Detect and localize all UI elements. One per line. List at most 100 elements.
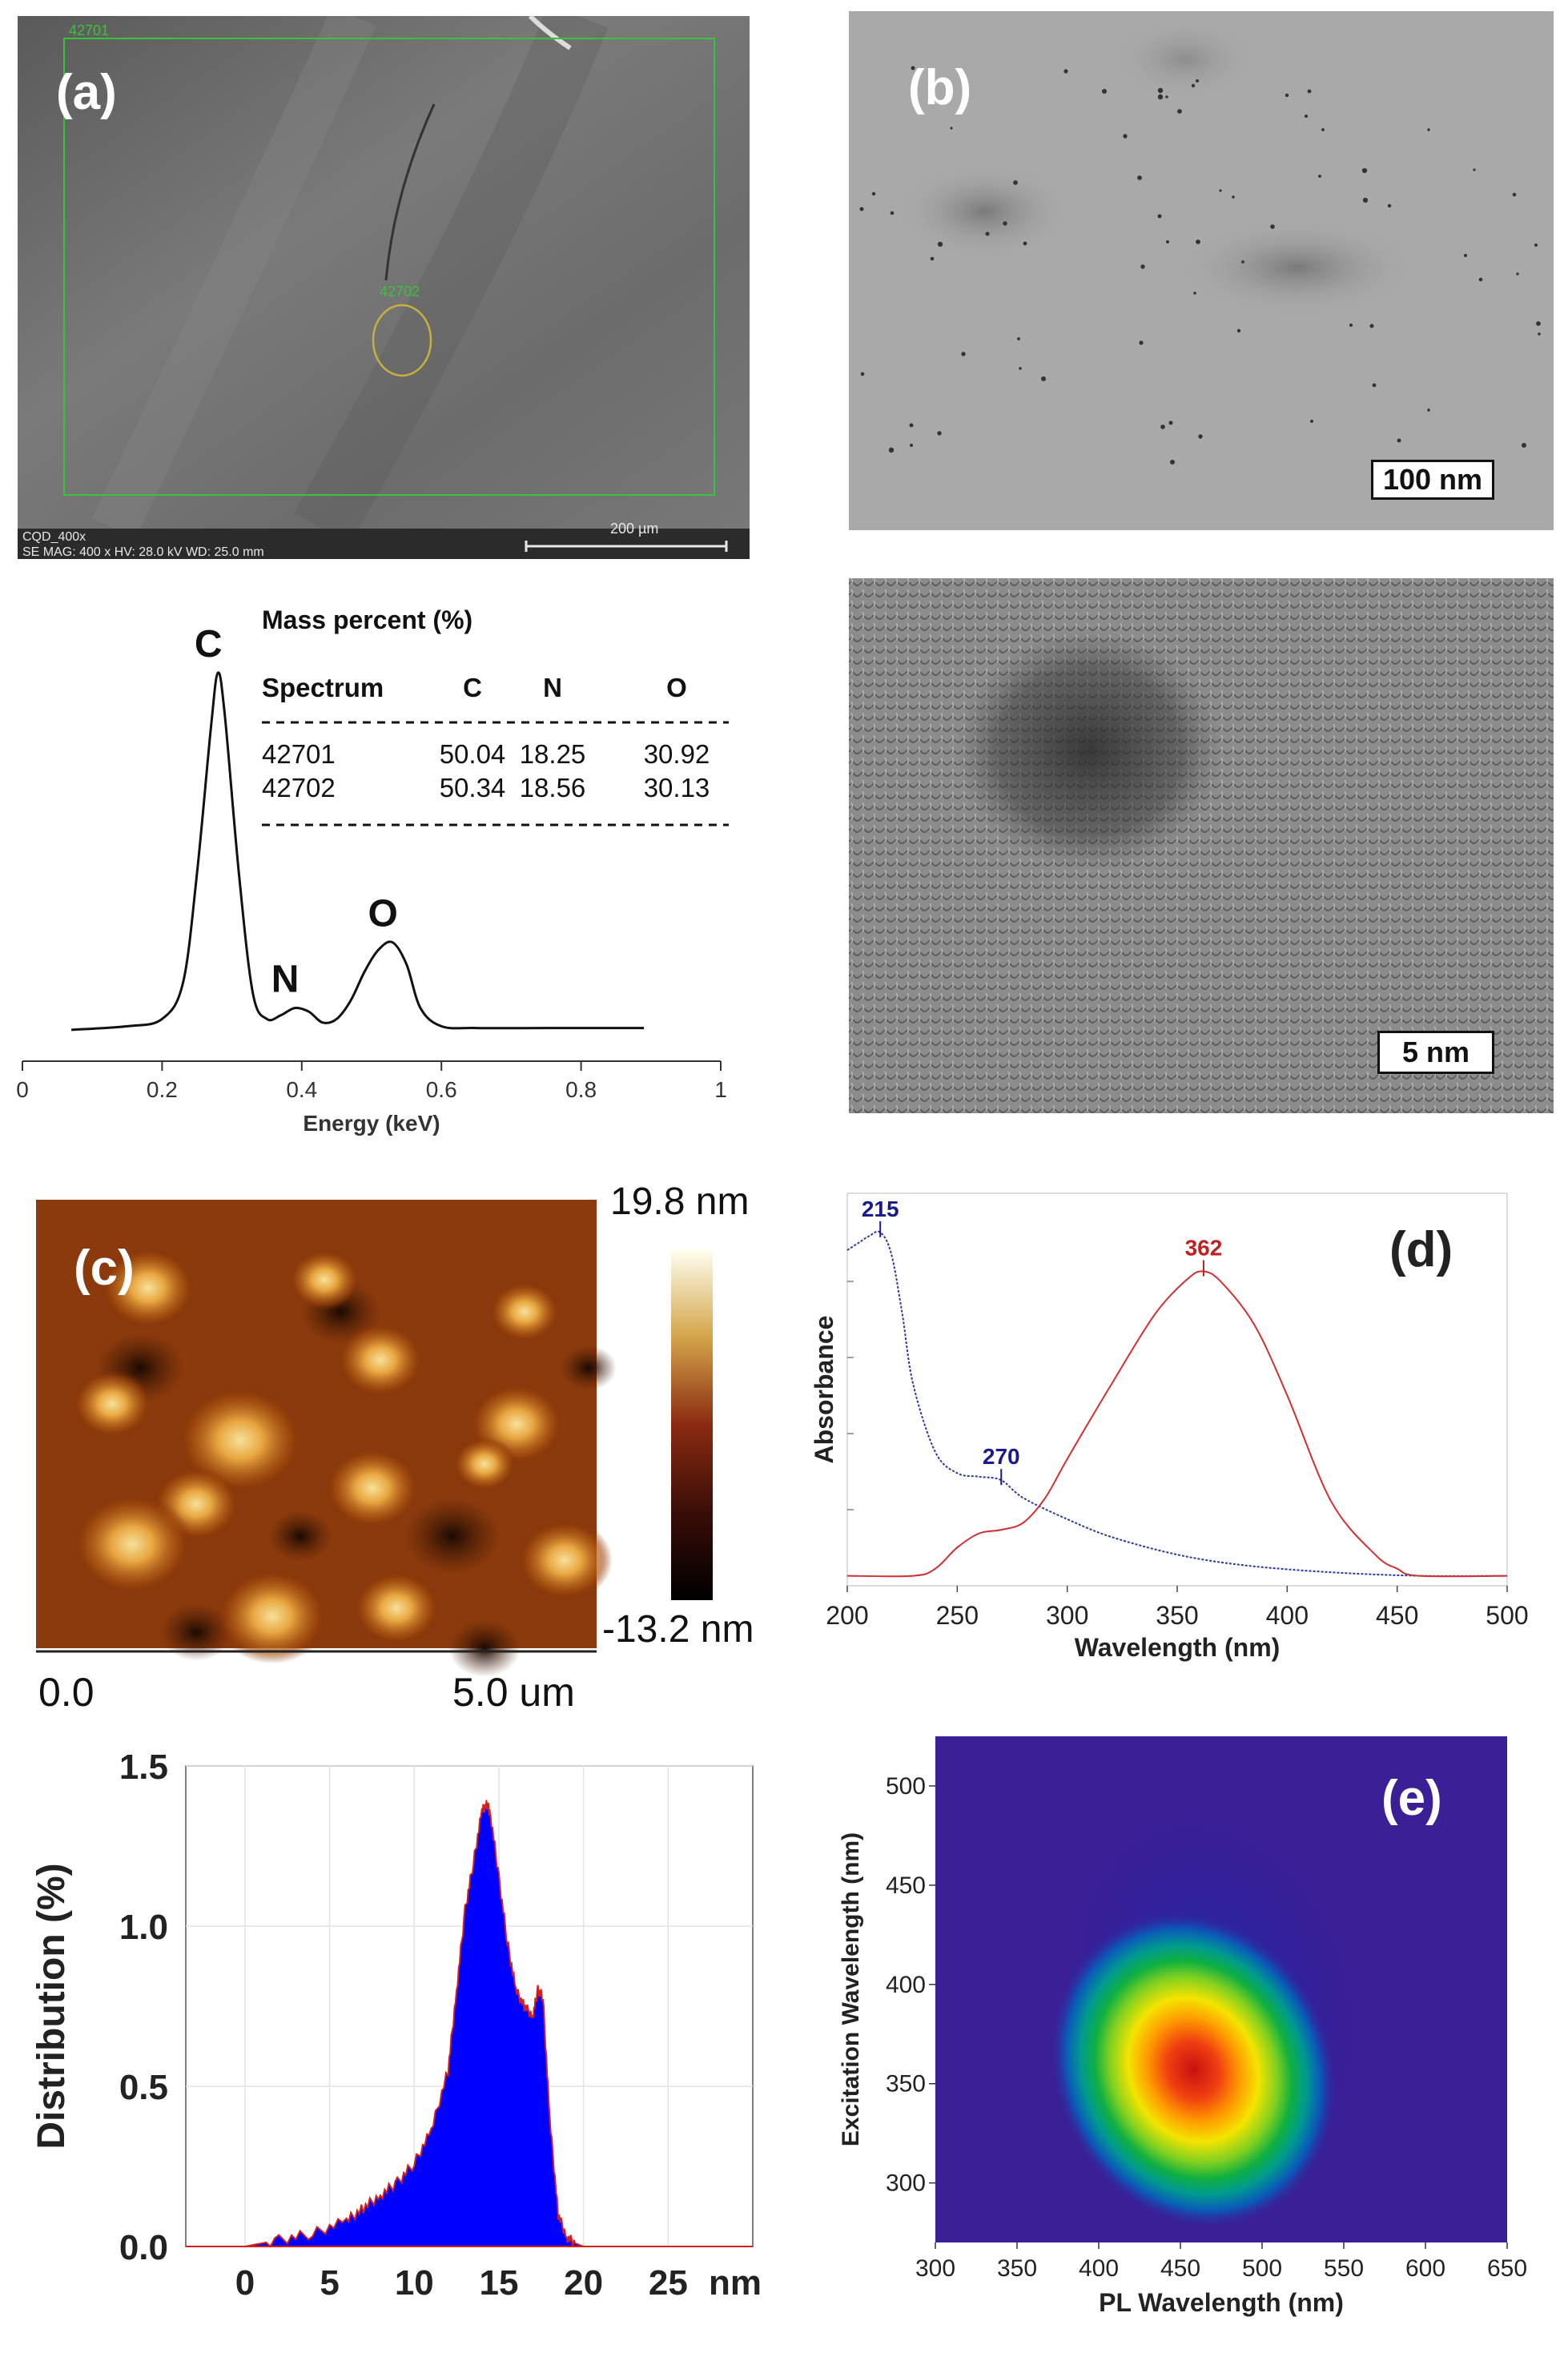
uv-peak-label: 270 xyxy=(983,1444,1020,1469)
nanoparticle-dot xyxy=(1538,332,1541,336)
region-label-2: 42702 xyxy=(380,284,420,300)
nanoparticle-dot xyxy=(1310,420,1313,423)
eds-table-cell: 42702 xyxy=(262,773,336,802)
nanoparticle-dot xyxy=(909,423,914,428)
uv-absorbance-line-blue xyxy=(846,1230,1508,1577)
nanoparticle-dot xyxy=(1196,79,1199,82)
pl-x-tick-label: 350 xyxy=(997,2255,1037,2282)
nanoparticle-dot xyxy=(1137,175,1142,180)
dls-y-axis-title: Distribution (%) xyxy=(30,1863,73,2149)
pl-y-axis-title: Excitation Wavelength (nm) xyxy=(838,1832,864,2146)
nanoparticle-dot xyxy=(1321,128,1325,131)
dls-x-unit: nm xyxy=(709,2263,762,2303)
eds-x-tick-label: 0.6 xyxy=(426,1077,457,1102)
eds-table-cell: 50.04 xyxy=(440,739,506,769)
nanoparticle-dot xyxy=(1387,203,1392,208)
eds-table-cell: 30.13 xyxy=(644,773,710,802)
tem-scale-bottom: 5 nm xyxy=(1377,1031,1494,1074)
afm-protrusion xyxy=(176,1386,304,1494)
nanoparticle-dot xyxy=(1397,438,1401,443)
eds-table-cell: 18.25 xyxy=(520,739,586,769)
eds-table-header: C xyxy=(463,673,482,702)
eds-table-cell: 18.56 xyxy=(520,773,586,802)
nanoparticle-dot xyxy=(1372,383,1377,388)
afm-colorbar xyxy=(671,1249,713,1600)
pl-x-tick-label: 300 xyxy=(915,2255,955,2282)
uv-x-tick-label: 400 xyxy=(1266,1601,1309,1630)
panel-label-d: (d) xyxy=(1389,1222,1453,1277)
nanoparticle-dot xyxy=(1003,221,1007,226)
eds-spectrum-line xyxy=(70,671,645,1032)
afm-protrusion xyxy=(336,1322,424,1398)
nanoparticle-dot xyxy=(860,372,865,376)
nanoparticle-dot xyxy=(1464,254,1467,257)
nanoparticle-dot xyxy=(1165,95,1168,99)
afm-protrusion xyxy=(100,1247,196,1329)
pl-map-chart: 300 350 400 450 500 550 600 650 PL Wavelength (n… xyxy=(838,1736,1527,2317)
eds-table-header: Spectrum xyxy=(262,673,384,702)
afm-protrusion xyxy=(352,1571,440,1646)
pl-x-tick-label: 400 xyxy=(1079,2255,1119,2282)
nanoparticle-dot xyxy=(1219,189,1222,192)
nanoparticle-dot xyxy=(1349,324,1353,327)
dls-y-tick-label: 0.5 xyxy=(119,2068,168,2107)
afm-depression xyxy=(561,1345,617,1390)
pl-x-tick-label: 600 xyxy=(1405,2255,1445,2282)
nanoparticle-dot xyxy=(1157,87,1164,94)
uv-x-tick-label: 450 xyxy=(1376,1601,1418,1630)
afm-axis-start: 0.0 xyxy=(38,1670,94,1715)
afm-depression xyxy=(160,1603,232,1661)
nanoparticle-dot xyxy=(950,127,953,130)
pl-y-tick-label: 450 xyxy=(886,1872,926,1899)
afm-depression xyxy=(404,1498,501,1575)
panel-label-c: (c) xyxy=(74,1241,135,1296)
afm-depression xyxy=(268,1510,332,1562)
nanoparticle-dot xyxy=(1534,243,1538,247)
nanoparticle-dot xyxy=(1232,195,1235,199)
afm-depression xyxy=(448,1619,521,1677)
nanoparticle-dot xyxy=(1140,264,1145,269)
afm-protrusion xyxy=(324,1447,420,1529)
sem-image-panel: 42701 42702 CQD_400x SE MAG: 400 x HV: 2… xyxy=(18,16,750,559)
nanoparticle-dot xyxy=(910,444,913,447)
dls-x-tick-label: 25 xyxy=(649,2263,688,2303)
sem-footer-params: SE MAG: 400 x HV: 28.0 kV WD: 25.0 mm xyxy=(22,545,264,559)
nanoparticle-dot xyxy=(911,66,915,70)
nanoparticle-dot xyxy=(1023,241,1027,246)
pl-x-axis-title: PL Wavelength (nm) xyxy=(1099,2288,1344,2317)
pl-y-tick-label: 400 xyxy=(886,1972,926,1998)
nanoparticle-dot xyxy=(1473,168,1476,171)
panel-label-a: (a) xyxy=(56,65,117,120)
eds-x-tick-label: 0.2 xyxy=(147,1077,178,1102)
nanoparticle-dot xyxy=(1236,328,1241,333)
nanoparticle-dot xyxy=(1157,214,1162,219)
nanoparticle-dot xyxy=(961,352,966,356)
dls-x-tick-label: 5 xyxy=(320,2263,339,2303)
nanoparticle-dot xyxy=(1139,340,1144,345)
nanoparticle-dot xyxy=(1241,260,1244,263)
uv-absorbance-line-red xyxy=(846,1270,1508,1578)
nanoparticle-dot xyxy=(1102,89,1107,94)
pl-y-tick-label: 300 xyxy=(886,2170,926,2197)
afm-protrusion xyxy=(288,1249,360,1311)
nanoparticle-dot xyxy=(1123,134,1128,139)
tem-image-bottom: 5 nm xyxy=(849,578,1554,1113)
nanoparticle-dot xyxy=(1177,109,1182,114)
eds-x-tick-label: 0.8 xyxy=(565,1077,597,1102)
eds-peak-label-n: N xyxy=(271,959,300,1001)
afm-protrusion xyxy=(452,1437,517,1491)
afm-protrusion xyxy=(517,1519,613,1601)
uv-x-tick-label: 350 xyxy=(1156,1601,1198,1630)
nanoparticle-dot xyxy=(1166,240,1169,243)
nanoparticle-dot xyxy=(1536,321,1541,326)
eds-table-title: Mass percent (%) xyxy=(262,605,472,634)
nanoparticle-dot xyxy=(1427,128,1430,131)
afm-scale-min: -13.2 nm xyxy=(602,1608,754,1651)
nanoparticle-dot xyxy=(1522,443,1526,448)
eds-table-cell: 42701 xyxy=(262,739,336,769)
afm-scale-max: 19.8 nm xyxy=(610,1181,749,1223)
uv-y-axis-title: Absorbance xyxy=(810,1316,838,1464)
sem-scale-text: 200 µm xyxy=(610,521,658,537)
eds-table-header: N xyxy=(543,673,562,702)
panel-label-b: (b) xyxy=(908,60,972,115)
